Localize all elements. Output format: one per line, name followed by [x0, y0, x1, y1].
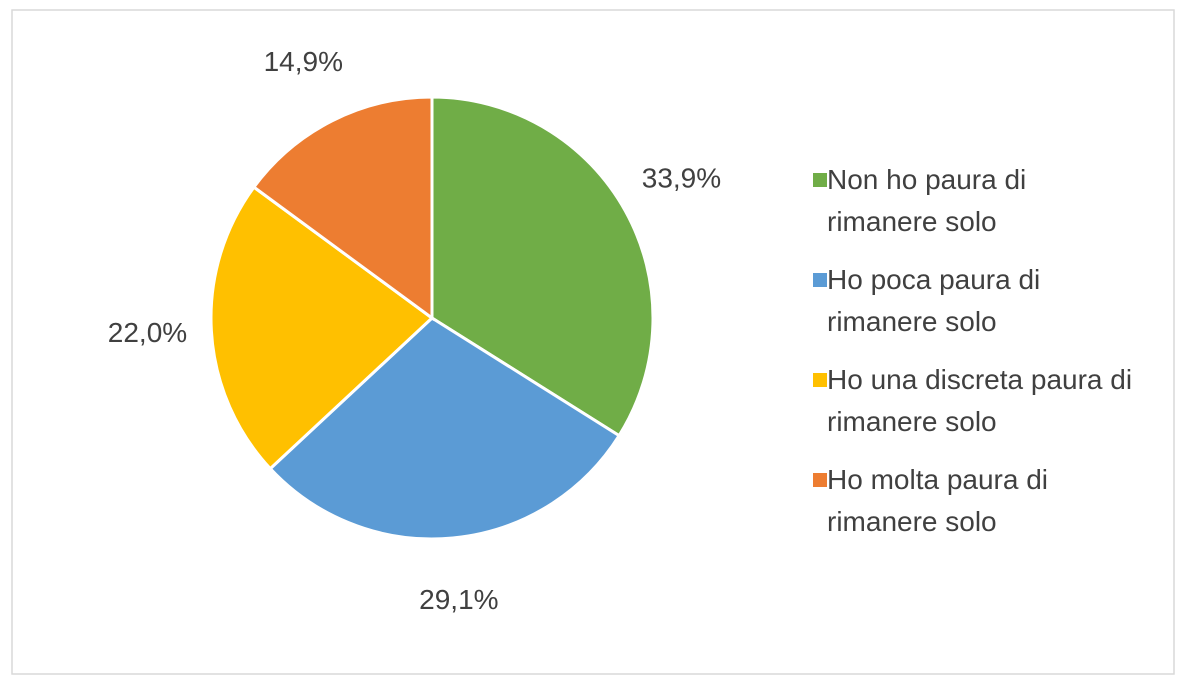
legend-label: Ho molta paura di rimanere solo [827, 464, 1049, 537]
legend-swatch [813, 273, 827, 287]
pie-slice [268, 316, 622, 541]
pie-slice [251, 95, 434, 321]
legend-swatch [813, 173, 827, 187]
chart-frame [11, 9, 1175, 675]
legend-swatch [813, 373, 827, 387]
data-label: 14,9% [264, 46, 343, 77]
data-label: 33,9% [642, 163, 721, 194]
legend-swatch [813, 473, 827, 487]
pie-slice [209, 185, 435, 471]
legend-label: Ho una discreta paura di rimanere solo [827, 364, 1133, 437]
legend-label: Ho poca paura di rimanere solo [827, 264, 1041, 337]
legend-label: Non ho paura di rimanere solo [827, 164, 1027, 237]
data-label: 29,1% [419, 584, 498, 615]
data-label: 22,0% [108, 317, 187, 348]
